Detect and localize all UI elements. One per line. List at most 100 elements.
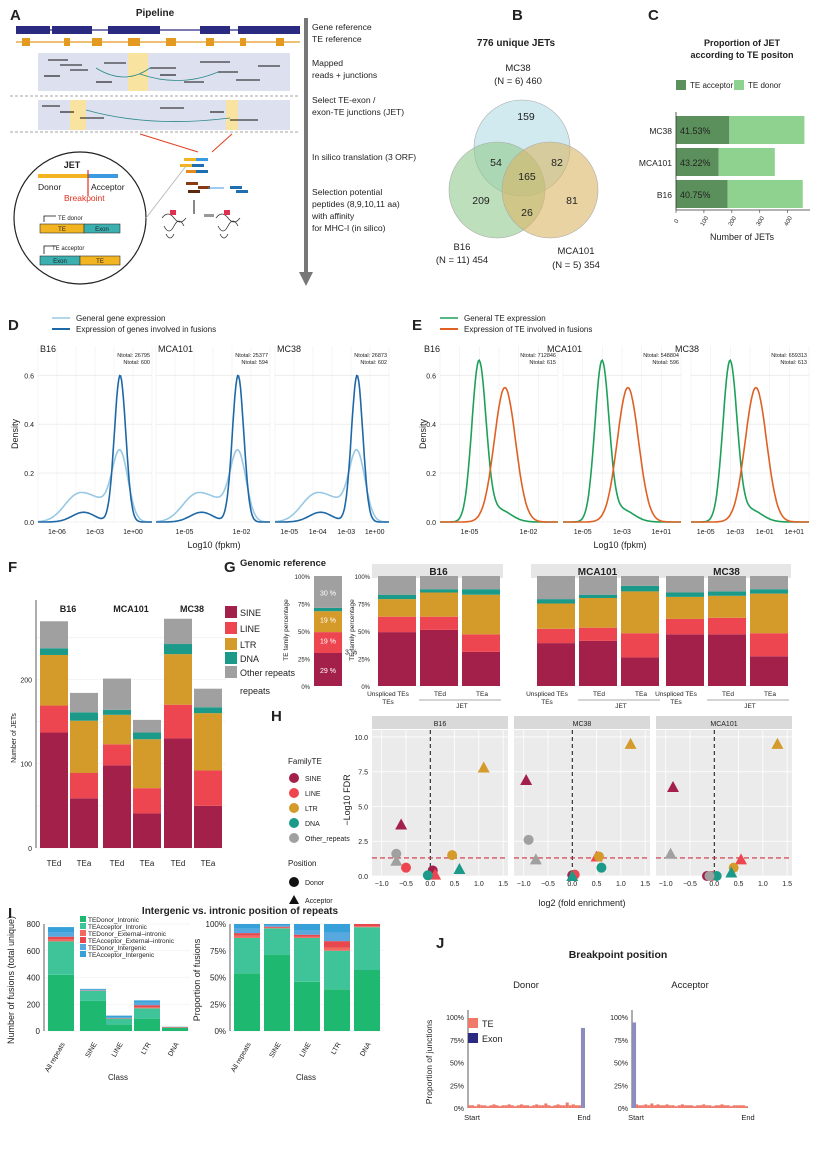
bar-te-donor (729, 116, 805, 144)
bar-i-right-segment (234, 933, 260, 936)
bar-te (562, 1105, 566, 1108)
point-sine-acceptor (520, 774, 533, 786)
density-curve (691, 386, 809, 523)
highlight-band (70, 100, 86, 130)
facet-title: Acceptor (671, 980, 709, 991)
legend-label: Other_repeats (305, 836, 350, 843)
bar-label: All repeats (230, 1041, 253, 1074)
panel-h-scatter: FamilyTE SINE LINE LTR DNA Other_repeats Posit… (288, 716, 792, 908)
bar-f-segment (40, 732, 68, 848)
legend-dot (289, 773, 299, 783)
tick-label: 1e+01 (651, 529, 671, 536)
tick-label: 1e-02 (520, 529, 538, 536)
exon-box-label: Exon (95, 227, 109, 233)
venn-title: 776 unique JETs (477, 38, 556, 49)
bar-i-right-segment (264, 924, 290, 926)
bar-g-segment (579, 594, 617, 598)
bar-f-segment (70, 712, 98, 721)
point-dna-donor (596, 862, 607, 873)
tick-label: 25% (450, 1083, 464, 1090)
facet-title: B16 (434, 721, 447, 728)
bar-label: TEd (434, 691, 446, 698)
bar-g-segment (708, 591, 746, 596)
bar-g-segment (462, 594, 500, 635)
bar-g-segment (621, 591, 659, 634)
bar-percent-label: 19 % (320, 638, 336, 645)
axis-label: Density (10, 418, 20, 449)
density-curve (691, 359, 809, 523)
bar-percent-label: 19 % (320, 617, 336, 624)
tick-label: −1.0 (375, 881, 389, 888)
facet-strip (660, 564, 791, 578)
bar-te-acceptor (676, 180, 728, 208)
bar-i-left-segment (134, 1000, 160, 1003)
bar-i-left-segment (106, 1024, 132, 1031)
legend-swatch (225, 652, 237, 664)
bar-f-segment (40, 654, 68, 706)
bar-g-segment (378, 576, 416, 595)
jet-label: JET (456, 703, 468, 710)
bar-f-segment (103, 709, 131, 715)
bar-te (538, 1105, 542, 1108)
bar-category-label: MC38 (649, 126, 672, 136)
point-line-acceptor (735, 853, 747, 865)
bar-te (492, 1104, 496, 1108)
tick-label: 1e+00 (365, 529, 385, 536)
bar-i-left-segment (80, 988, 106, 990)
venn-set-count: (N = 11) 454 (436, 255, 488, 266)
peptide-segment (186, 182, 198, 185)
group-label: B16 (60, 604, 77, 614)
pipeline-step-text: TE reference (312, 34, 362, 44)
tick-label: 75% (450, 1038, 464, 1045)
orf-segment (186, 170, 198, 173)
bar-g-segment (378, 616, 416, 633)
arrow-line (43, 215, 56, 222)
te-element-2 (92, 38, 102, 46)
bar-exon (580, 1027, 585, 1108)
tick-label: 200 (27, 1000, 41, 1009)
bar-te (571, 1104, 575, 1108)
bar-f-segment (103, 714, 131, 745)
tick-label: 1e-05 (574, 529, 592, 536)
jet-acceptor-bar (88, 174, 118, 178)
tick-label: 0.5 (592, 881, 602, 888)
bar-i-right-segment (234, 973, 260, 1031)
bar-i-left-segment (134, 1008, 160, 1019)
junction-arc (95, 67, 151, 78)
legend-label: SINE (305, 776, 322, 783)
tick-label: 0% (454, 1106, 464, 1113)
bar-te (641, 1105, 645, 1108)
bar-label: TEa (201, 859, 216, 868)
tick-label: 1.5 (640, 881, 650, 888)
bar-te (705, 1105, 709, 1108)
te-box-label: TE (58, 227, 66, 233)
bar-label: DNA (359, 1041, 373, 1058)
bar-g-segment (750, 656, 788, 686)
facet-title: MCA101 (578, 567, 618, 578)
density-curve (563, 386, 681, 523)
peptide-icon (170, 210, 176, 215)
tick-label: 0.0 (567, 881, 577, 888)
bar-label: TEd (171, 859, 186, 868)
bar-g-segment (708, 634, 746, 686)
tick-label: 1e+01 (784, 529, 804, 536)
orf-segment (196, 158, 208, 161)
ntotal-label: Ntotal: 659313 (771, 353, 807, 359)
legend-label: TE donor (748, 81, 781, 90)
density-curve (274, 448, 389, 523)
bar-percent-label: 3 % (345, 649, 357, 656)
bar-g-segment (621, 585, 659, 592)
tick-label: 1e-03 (337, 529, 355, 536)
tick-label: 0.2 (24, 471, 34, 478)
bar-g-segment (462, 576, 500, 590)
gene-exon-4 (238, 26, 284, 34)
venn-set-name: MC38 (505, 63, 530, 74)
jet-donor-bar (38, 174, 88, 178)
bar-g-segment (579, 598, 617, 628)
bar-label: TEa (476, 691, 488, 698)
legend-swatch (225, 638, 237, 650)
bar-te (486, 1106, 490, 1108)
tick-label: 1.5 (782, 881, 792, 888)
legend-label: DNA (240, 654, 259, 664)
facet-strip (514, 716, 650, 729)
